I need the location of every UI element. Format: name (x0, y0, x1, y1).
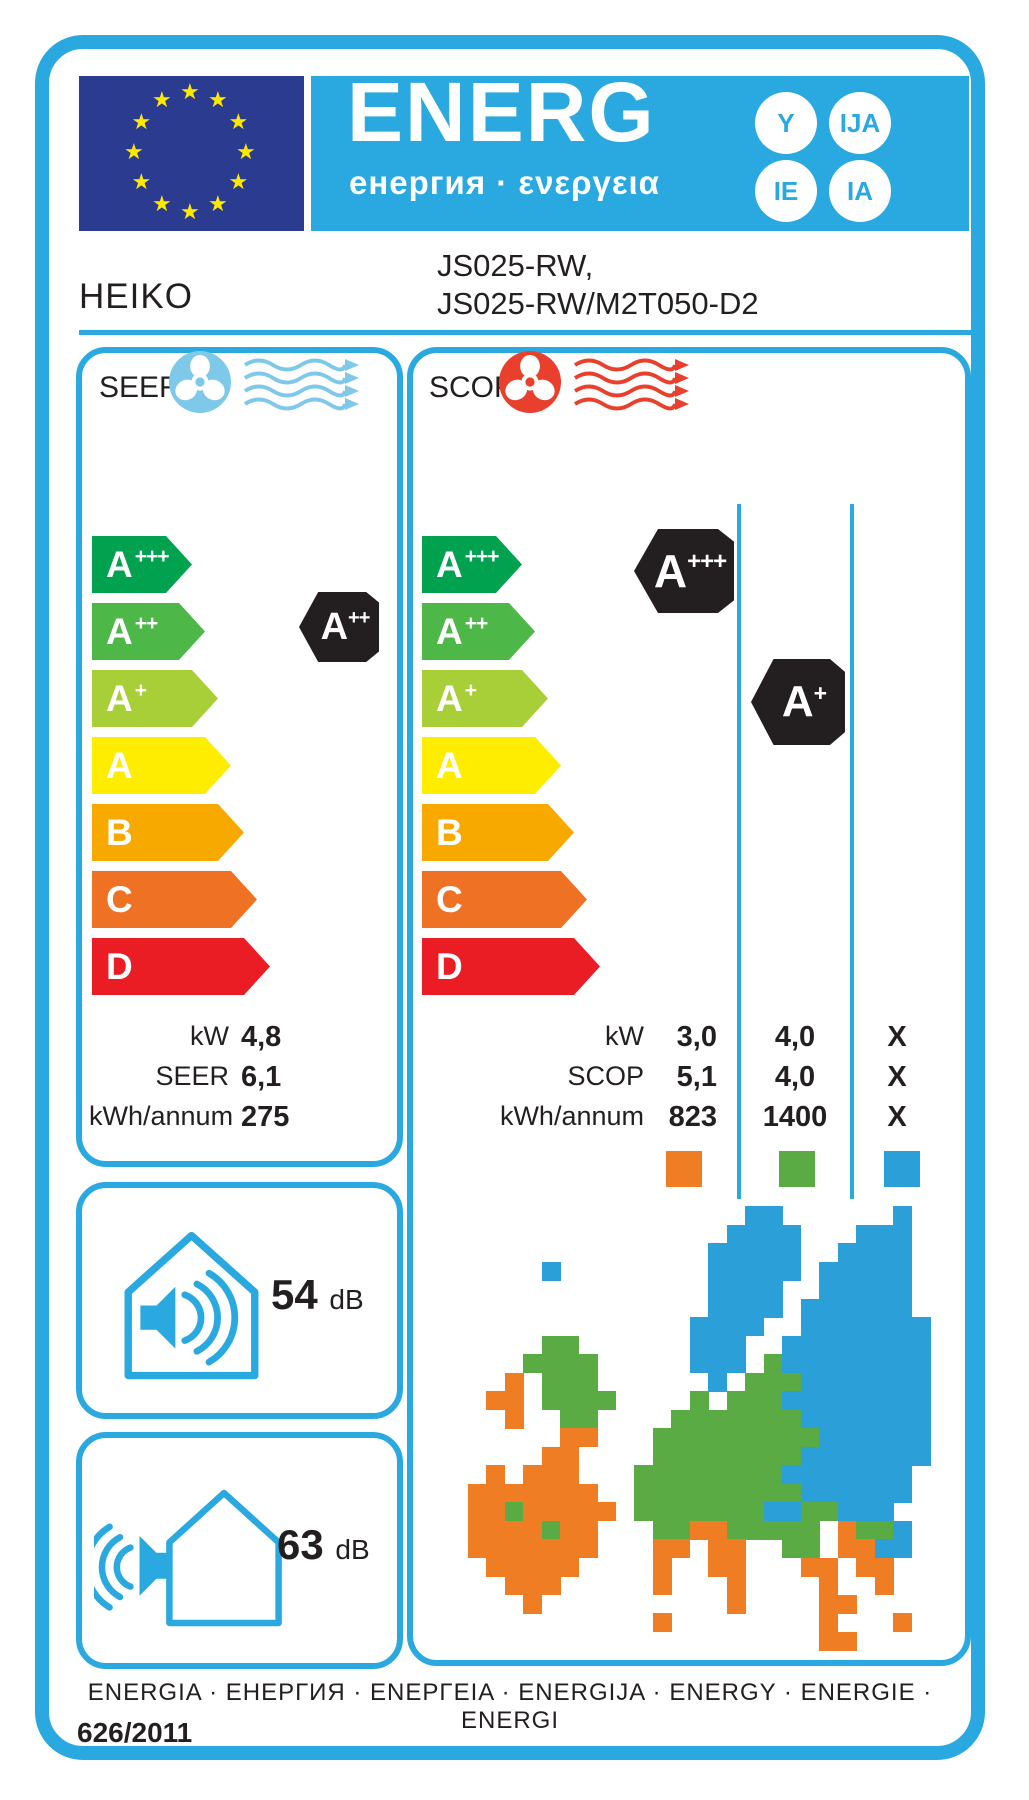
eu-flag: ★ ★ ★ ★ ★ ★ ★ ★ ★ ★ ★ ★ (79, 76, 304, 231)
outdoor-noise-icon (94, 1489, 282, 1627)
scop-kw-label: kW (605, 1021, 644, 1051)
class-arrow-c: C (422, 871, 587, 928)
seer-kw-label: kW (190, 1021, 229, 1051)
indoor-noise-box (76, 1182, 403, 1419)
indoor-noise-value: 54 dB (271, 1271, 364, 1318)
eu-star-icon: ★ (208, 87, 228, 113)
scop-rating-warmer-indicator: A +++ (634, 529, 734, 613)
scop-kwh-v2: 1400 (762, 1101, 828, 1133)
scop-kwh-v1: 823 (668, 1101, 717, 1133)
zone-square-warmer (666, 1151, 702, 1187)
label-border: ★ ★ ★ ★ ★ ★ ★ ★ ★ ★ ★ ★ ENERG енергия · ενεργεια Y … (35, 35, 985, 1760)
class-arrow-app: A ++ (92, 603, 205, 660)
suffix-circle-ija: IJA (829, 92, 891, 154)
seer-seer-label: SEER (155, 1061, 229, 1091)
seer-seer-value: 6,1 (241, 1061, 282, 1093)
cooling-fan-icon (168, 350, 232, 414)
zone-divider-1 (737, 504, 741, 1199)
class-arrow-appp: A +++ (92, 536, 192, 593)
class-arrow-d: D (422, 938, 600, 995)
class-arrow-ap: A + (422, 670, 548, 727)
seer-kwh-label: kWh/annum (89, 1101, 234, 1131)
regulation-number: 626/2011 (77, 1717, 193, 1748)
brand-name: HEIKO (79, 277, 193, 316)
heating-fan-icon (498, 350, 562, 414)
class-arrow-b: B (422, 804, 574, 861)
seer-kw-value: 4,8 (241, 1021, 282, 1053)
energ-wordmark: ENERG (347, 65, 656, 159)
scop-scop-v2: 4,0 (774, 1061, 816, 1093)
model-identifier: JS025-RW, JS025-RW/M2T050-D2 (437, 247, 759, 323)
zone-square-average (779, 1151, 815, 1187)
outdoor-noise-value: 63 dB (277, 1521, 370, 1568)
eu-stars: ★ ★ ★ ★ ★ ★ ★ ★ ★ ★ ★ ★ (79, 76, 304, 231)
scop-class-scale: A +++ A ++ A + A B C D (422, 536, 600, 995)
model-line2: JS025-RW/M2T050-D2 (437, 286, 759, 321)
scop-rating-average-indicator: A + (751, 659, 845, 745)
eu-star-icon: ★ (152, 87, 172, 113)
eu-star-icon: ★ (131, 109, 152, 134)
seer-kwh-value: 275 (241, 1101, 290, 1133)
eu-star-icon: ★ (228, 169, 249, 194)
eu-star-icon: ★ (236, 139, 256, 164)
class-arrow-a: A (422, 737, 561, 794)
eu-star-icon: ★ (180, 79, 200, 104)
zone-divider-2 (850, 504, 854, 1199)
suffix-circle-ie: IE (755, 160, 817, 222)
scop-scop-label: SCOP (567, 1061, 644, 1091)
energ-band: ENERG енергия · ενεργεια Y IJA IE IA (311, 65, 969, 231)
class-arrow-appp: A +++ (422, 536, 522, 593)
class-arrow-app: A ++ (422, 603, 535, 660)
eu-star-icon: ★ (152, 190, 172, 216)
suffix-circle-y: Y (755, 92, 817, 154)
class-arrow-d: D (92, 938, 270, 995)
scop-kw-v2: 4,0 (774, 1021, 816, 1053)
class-arrow-b: B (92, 804, 244, 861)
eu-star-icon: ★ (131, 169, 152, 194)
zone-square-colder (884, 1151, 920, 1187)
class-arrow-ap: A + (92, 670, 218, 727)
eu-star-icon: ★ (180, 199, 200, 224)
cool-airflow-icon (243, 358, 359, 411)
model-line1: JS025-RW, (437, 248, 594, 283)
energia-languages-line: ENERGIA · ЕНЕРГИЯ · ΕΝΕΡΓΕΙΑ · ENERGIJA … (87, 1679, 933, 1734)
europe-climate-map (449, 1206, 969, 1652)
heat-airflow-icon (573, 358, 689, 411)
eu-star-icon: ★ (124, 139, 144, 164)
seer-class-scale: A +++ A ++ A + A B C D (92, 536, 270, 995)
class-arrow-c: C (92, 871, 257, 928)
scop-kwh-label: kWh/annum (499, 1101, 644, 1131)
eu-star-icon: ★ (228, 109, 249, 134)
scop-scop-v1: 5,1 (676, 1061, 717, 1093)
seer-rating-indicator: A ++ (299, 592, 379, 662)
scop-kwh-v3: X (887, 1101, 907, 1133)
eu-star-icon: ★ (208, 190, 228, 216)
scop-kw-v3: X (887, 1021, 907, 1053)
class-arrow-a: A (92, 737, 231, 794)
header-divider (79, 330, 971, 335)
suffix-circle-ia: IA (829, 160, 891, 222)
energ-subtitle: енергия · ενεργεια (349, 164, 660, 201)
scop-scop-v3: X (887, 1061, 907, 1093)
outdoor-noise-box (76, 1432, 403, 1669)
scop-kw-v1: 3,0 (676, 1021, 717, 1053)
seer-title: SEER (99, 371, 181, 404)
indoor-noise-icon (124, 1231, 259, 1380)
